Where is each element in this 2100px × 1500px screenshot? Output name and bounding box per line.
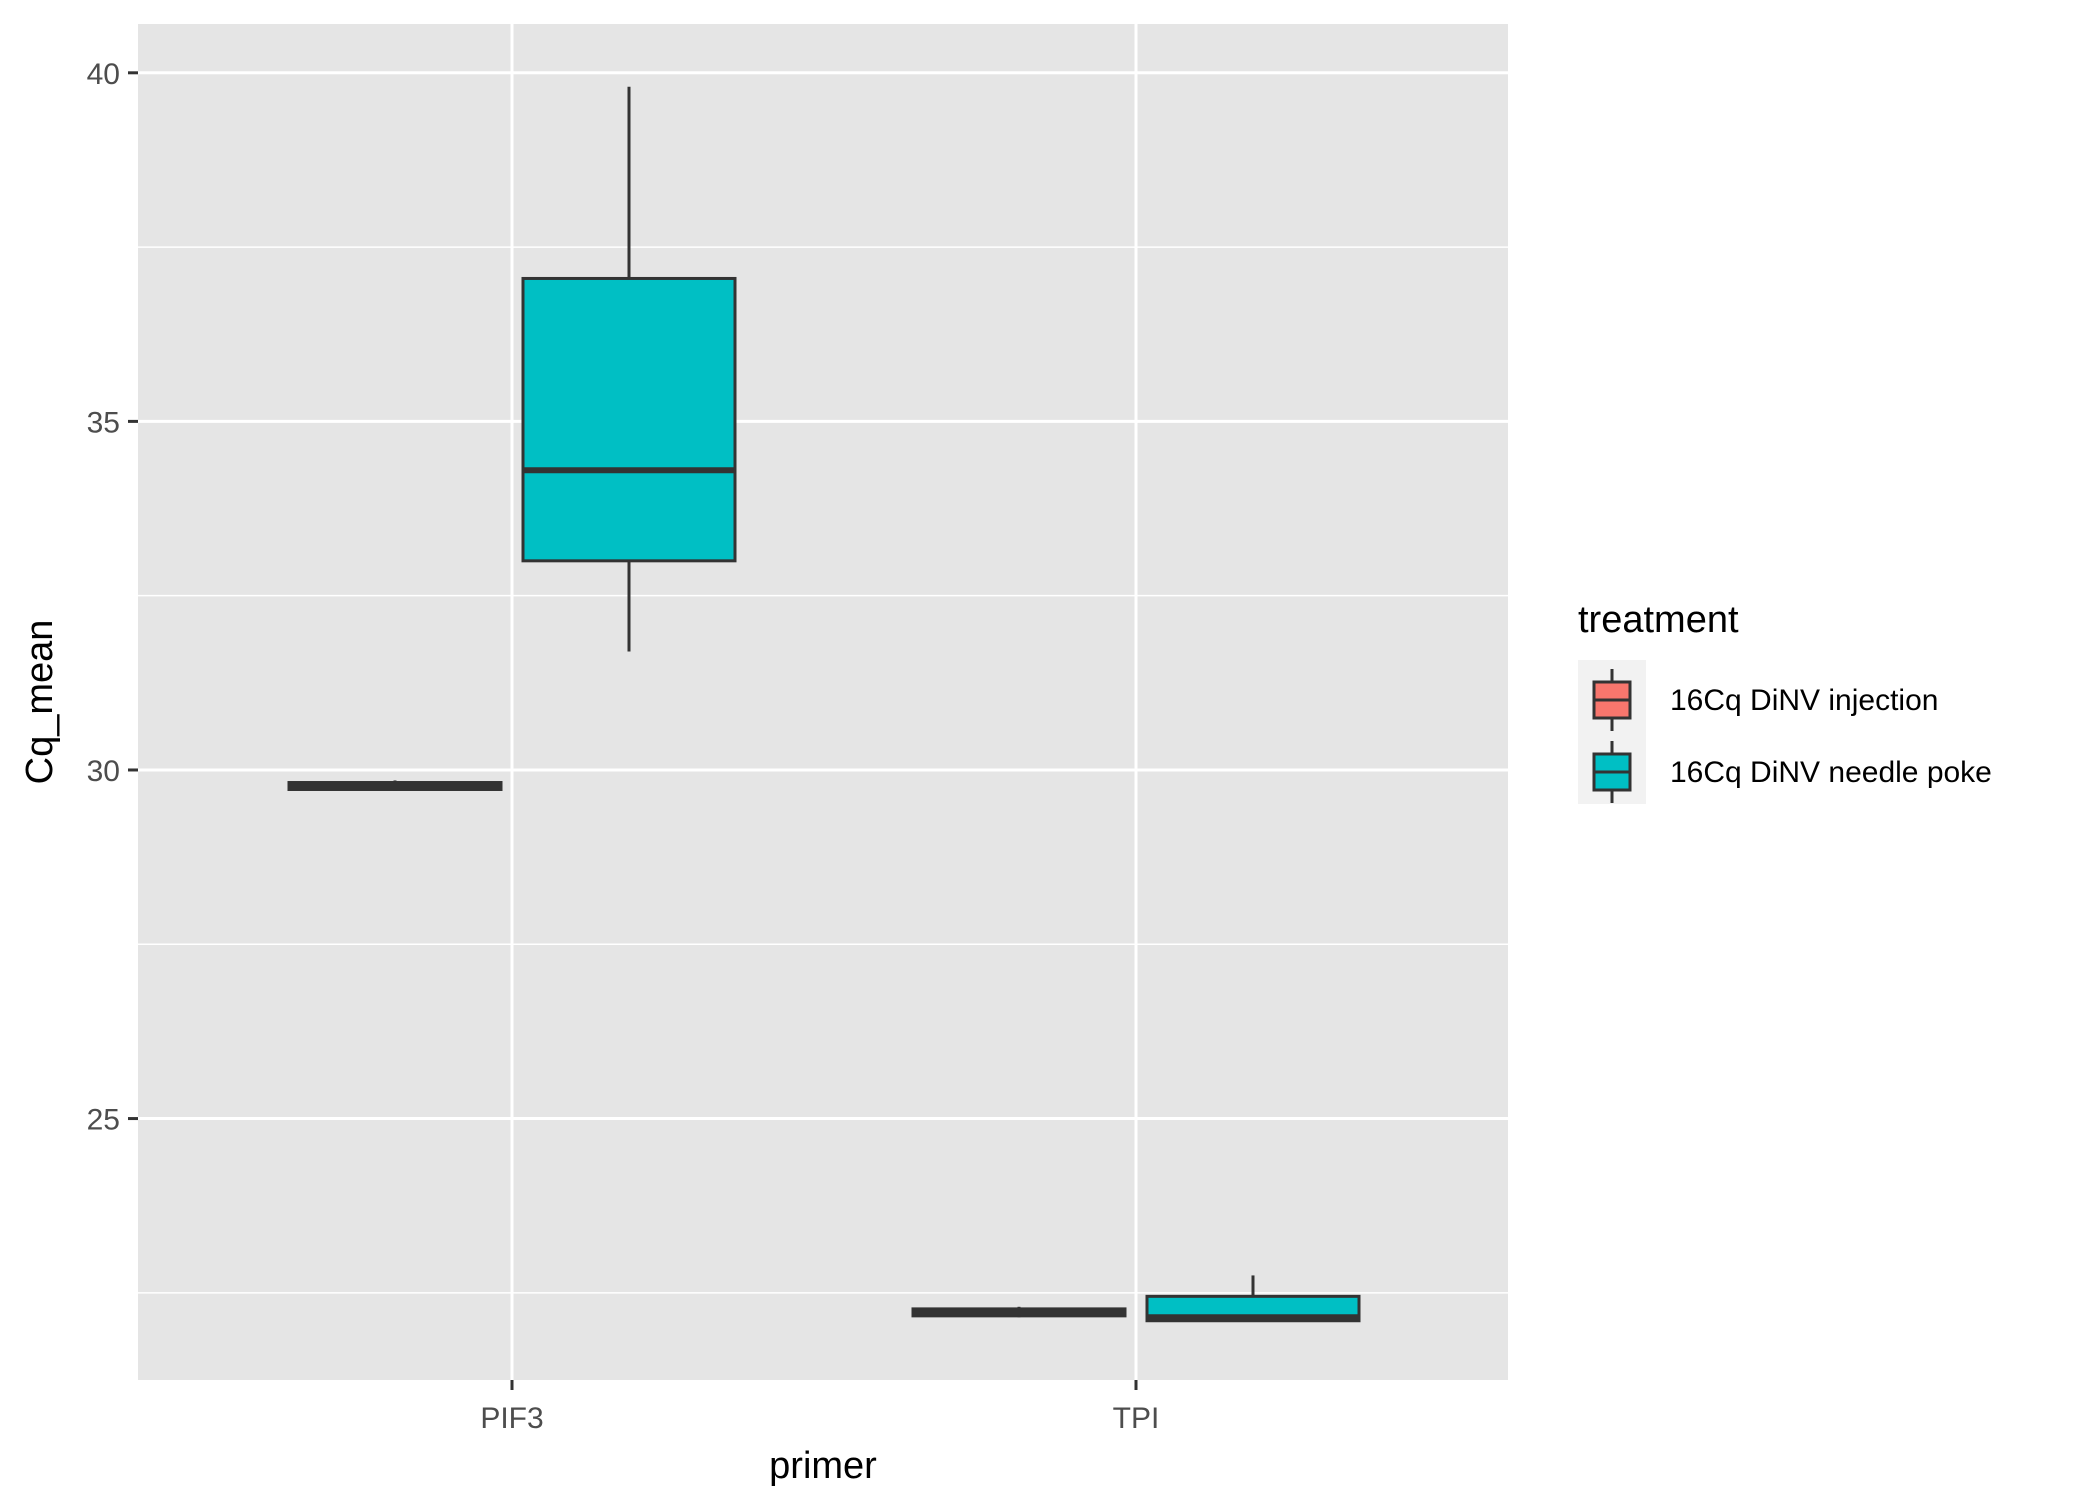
x-tick-label: TPI <box>1113 1402 1160 1435</box>
y-tick-label: 30 <box>87 755 120 788</box>
y-axis: 25 30 35 40 <box>87 58 138 1137</box>
y-axis-title: Cq_mean <box>19 620 61 785</box>
legend: treatment 16Cq DiNV injection 16Cq DiNV … <box>1578 599 1992 804</box>
grid-minor <box>138 246 1508 1294</box>
x-tick-label: PIF3 <box>480 1402 543 1435</box>
y-tick-label: 25 <box>87 1104 120 1137</box>
legend-title: treatment <box>1578 599 1739 641</box>
box-16cq-dinv-needle-poke-pif3 <box>521 276 737 563</box>
y-tick-label: 40 <box>87 58 120 91</box>
x-axis-title: primer <box>769 1445 877 1487</box>
grid-major <box>138 24 1508 1380</box>
boxes <box>287 86 1361 1323</box>
legend-label-needle-poke: 16Cq DiNV needle poke <box>1670 756 1992 789</box>
legend-label-injection: 16Cq DiNV injection <box>1670 684 1938 717</box>
plot-panel <box>138 24 1508 1380</box>
y-tick-label: 35 <box>87 406 120 439</box>
x-axis: PIF3 TPI <box>480 1380 1159 1435</box>
